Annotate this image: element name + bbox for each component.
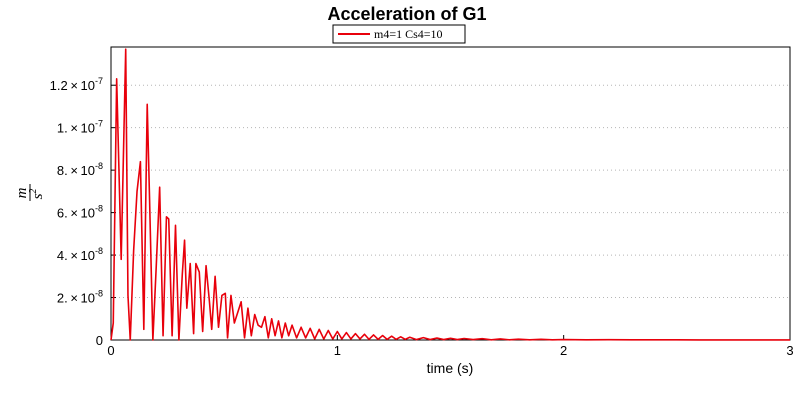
legend: m4=1 Cs4=10	[332, 24, 466, 44]
x-tick-label-2: 2	[560, 343, 567, 358]
x-tick-label-3: 3	[786, 343, 793, 358]
x-axis-label: time (s)	[427, 360, 474, 376]
y-tick-label-2: 4. × 10-8	[57, 246, 103, 263]
chart-title: Acceleration of G1	[327, 4, 486, 24]
y-tick-label-4: 8. × 10-8	[57, 161, 103, 178]
y-axis-ticks: 0 2. × 10-8 4. × 10-8 6. × 10-8 8. × 10-8 1. …	[50, 76, 116, 348]
y-axis-unit-numerator: m	[14, 187, 30, 198]
x-tick-label-1: 1	[334, 343, 341, 358]
gridlines	[111, 84, 790, 299]
y-axis-label: m s2	[14, 184, 46, 201]
series-line-m4-cs4	[110, 48, 791, 341]
y-tick-label-3: 6. × 10-8	[57, 204, 103, 221]
legend-box	[332, 24, 466, 44]
y-axis-unit-denominator: s2	[28, 189, 46, 200]
y-tick-label-6: 1.2 × 10-7	[50, 76, 103, 93]
x-tick-label-0: 0	[107, 343, 114, 358]
legend-label: m4=1 Cs4=10	[374, 27, 443, 41]
y-tick-label-1: 2. × 10-8	[57, 289, 103, 306]
y-tick-label-0: 0	[96, 333, 103, 348]
plot-frame	[110, 46, 791, 341]
plot-border	[110, 46, 791, 341]
y-tick-label-5: 1. × 10-7	[57, 119, 103, 136]
